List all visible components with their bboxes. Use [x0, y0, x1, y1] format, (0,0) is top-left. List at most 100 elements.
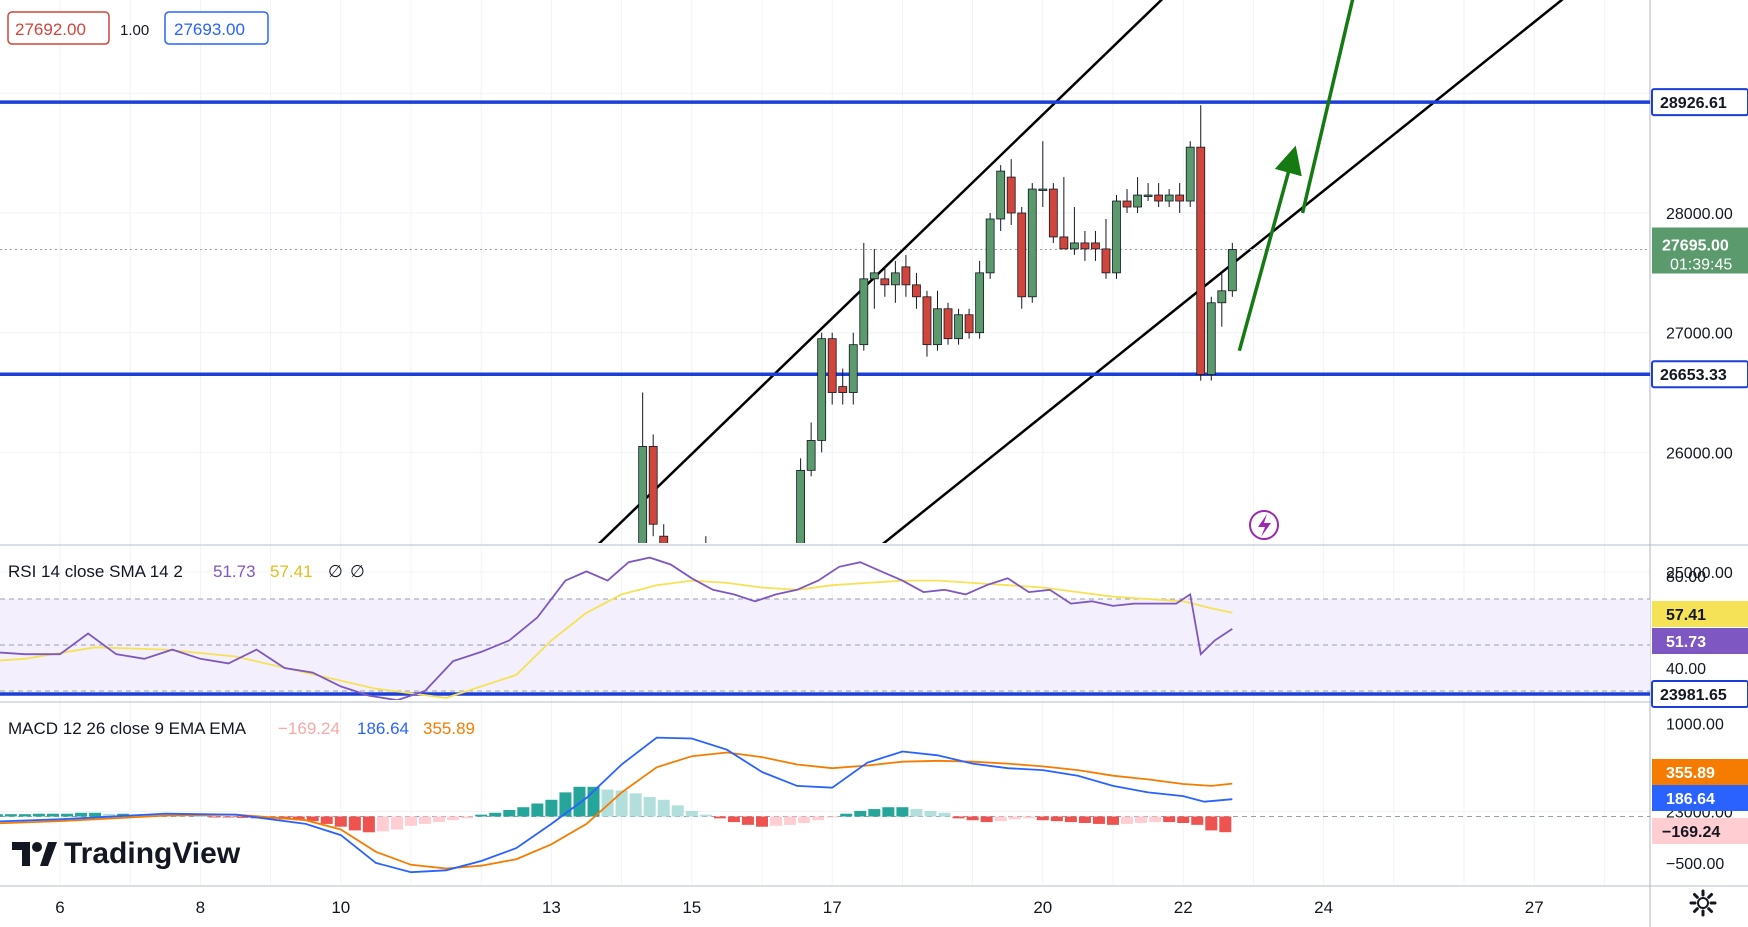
macd-histogram-bar [390, 816, 403, 830]
macd-signal-value: 355.89 [423, 719, 475, 738]
macd-histogram-bar [475, 814, 488, 817]
x-tick-label: 10 [331, 898, 350, 917]
price-tick-label: 27000.00 [1666, 326, 1733, 343]
macd-histogram-bar [4, 814, 17, 817]
macd-histogram-bar [770, 816, 783, 826]
macd-histogram-bar [46, 813, 59, 817]
candle-up [796, 469, 806, 543]
macd-histogram-bar [826, 816, 839, 818]
candle-down [1101, 248, 1111, 274]
candle-down [943, 308, 953, 340]
rsi-value: 51.73 [213, 562, 256, 581]
candle-down [1017, 212, 1027, 298]
macd-histogram-bar [1050, 816, 1063, 822]
macd-histogram-bar [671, 805, 684, 817]
macd-histogram-bar [868, 809, 881, 817]
macd-tick-label: −500.00 [1666, 856, 1724, 873]
macd-histogram-bar [545, 799, 558, 817]
macd-histogram-bar [503, 810, 516, 817]
candle-up [954, 314, 963, 340]
x-tick-label: 22 [1174, 898, 1193, 917]
price-tick-label: 25000.00 [1666, 565, 1733, 582]
rsi-sma-badge [1652, 601, 1748, 627]
macd-histogram-bar [306, 816, 319, 822]
sell-price-label: 27692.00 [15, 20, 86, 39]
trend-arrow [1300, 0, 1355, 214]
candle-up [1206, 302, 1216, 375]
macd-histogram-bar [798, 816, 811, 823]
level-label: 26653.33 [1660, 367, 1727, 384]
rsi-extra-value: ∅ [328, 562, 343, 581]
level-label: 28926.61 [1660, 95, 1727, 112]
rsi-sma-value: 57.41 [270, 562, 313, 581]
macd-hist-value: −169.24 [278, 719, 340, 738]
macd-histogram-bar [18, 814, 31, 817]
macd-histogram-bar [882, 807, 895, 817]
macd-histogram-bar [629, 793, 642, 817]
rsi-pane: RSI 14 close SMA 14 2 51.73 57.41 ∅ ∅ [0, 556, 1650, 700]
candle-down [827, 338, 837, 393]
macd-histogram-bar [447, 816, 460, 821]
rsi-title: RSI 14 close SMA 14 2 [8, 562, 183, 581]
candle-up [638, 446, 648, 543]
level-badge [1651, 88, 1748, 117]
macd-histogram-bar [812, 816, 825, 821]
countdown-label: 01:39:45 [1670, 257, 1732, 274]
macd-histogram-bar [994, 816, 1007, 822]
macd-histogram-bar [1036, 816, 1049, 821]
candle-up [869, 272, 879, 280]
settings-gear-icon[interactable] [1688, 888, 1718, 918]
macd-hist-badge [1652, 818, 1748, 844]
macd-histogram-bar [292, 816, 305, 820]
candle-down [659, 535, 669, 543]
macd-signal-badge [1652, 759, 1748, 785]
candle-down [922, 296, 932, 346]
candle-up [565, 686, 573, 869]
rsi-badge-label: 51.73 [1666, 634, 1706, 651]
macd-histogram-bar [194, 816, 207, 818]
candle-down [648, 446, 658, 525]
candle-up [1133, 194, 1142, 208]
candle-up [544, 853, 552, 871]
current-price-badge [1652, 227, 1748, 274]
macd-histogram-bar [896, 807, 909, 817]
macd-histogram-bar [461, 816, 474, 819]
x-tick-label: 15 [682, 898, 701, 917]
candle-up [817, 338, 827, 441]
candle-up [786, 566, 794, 572]
current-price-label: 27695.00 [1662, 238, 1729, 255]
macd-histogram-bar [924, 810, 937, 817]
macd-badge-label: 186.64 [1666, 791, 1715, 808]
buy-button [164, 11, 269, 45]
spread-label: 1.00 [120, 22, 149, 39]
macd-histogram-bar [699, 814, 712, 817]
candle-down [1122, 200, 1132, 208]
candle-up [985, 218, 995, 274]
candle-up [996, 170, 1006, 220]
candle-down [912, 284, 921, 298]
candle-down [964, 314, 974, 334]
candle-down [554, 853, 562, 865]
price-tick-label: 26000.00 [1666, 445, 1733, 462]
candle-up [1027, 188, 1037, 298]
x-tick-label: 20 [1033, 898, 1052, 917]
x-tick-label: 17 [823, 898, 842, 917]
macd-histogram-bar [573, 786, 586, 817]
lightning-bolt-icon [1258, 514, 1271, 537]
macd-histogram-bar [1149, 816, 1162, 823]
level-badge [1651, 360, 1748, 389]
macd-pane: MACD 12 26 close 9 EMA EMA −169.24 186.64 3… [0, 719, 1650, 874]
macd-histogram-bar [643, 797, 656, 817]
macd-histogram-bar [1135, 816, 1148, 823]
macd-histogram-bar [784, 816, 797, 825]
macd-histogram-bar [89, 812, 102, 817]
candle-up [1069, 242, 1079, 250]
macd-histogram-bar [657, 799, 670, 817]
candle-up [1164, 194, 1174, 202]
channel-upper-line [597, 0, 1164, 543]
tradingview-logo-icon [12, 842, 57, 866]
macd-histogram-bar [103, 813, 116, 817]
x-tick-label: 6 [55, 898, 64, 917]
macd-histogram-bar [601, 789, 614, 817]
candle-up [1217, 290, 1227, 304]
